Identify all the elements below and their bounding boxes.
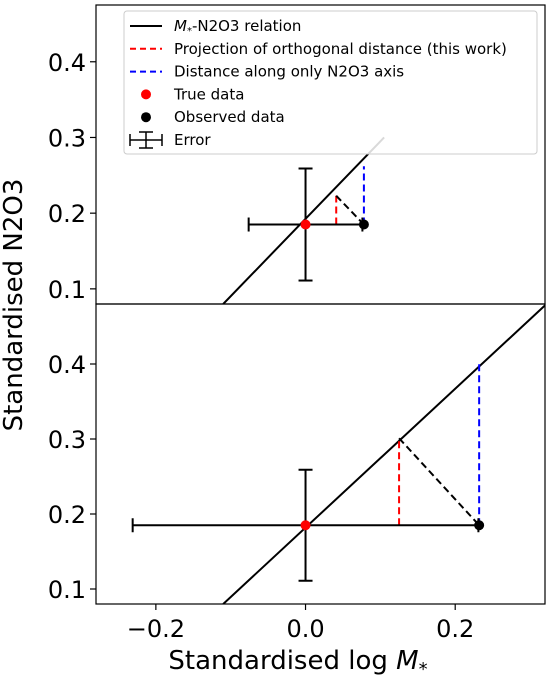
plot-area [131, 304, 545, 604]
true-data-point [300, 219, 311, 230]
orthogonal-connector-line [335, 195, 365, 226]
observed-data-point [474, 520, 485, 531]
legend-label: Projection of orthogonal distance (this … [174, 40, 507, 58]
axes-frame [95, 4, 546, 605]
x-axis-label-math: M [396, 646, 418, 676]
x-tick-label: −0.2 [127, 615, 185, 643]
y-tick-label: 0.2 [48, 501, 86, 529]
x-tick-label: 0.0 [286, 615, 324, 643]
legend-marker-icon [141, 112, 151, 123]
x-tick-label: 0.2 [436, 615, 474, 643]
legend-entry-observed: Observed data [141, 108, 285, 126]
legend-box [123, 10, 538, 155]
y-tick-label: 0.1 [48, 576, 86, 604]
legend-label-text: -N2O3 relation [192, 17, 301, 35]
top-panel: 0.1 0.2 0.3 0.4 [48, 49, 385, 304]
bottom-panel-frame [95, 303, 546, 605]
y-tick-label: 0.3 [48, 426, 86, 454]
legend: M*-N2O3 relation Projection of orthogonal… [123, 10, 538, 155]
legend-label: Distance along only N2O3 axis [174, 63, 404, 81]
legend-marker-icon [141, 89, 151, 100]
bottom-panel: 0.1 0.2 0.3 0.4 −0.2 0.0 0.2 [48, 304, 545, 643]
legend-entry-error: Error [129, 131, 211, 149]
legend-label: Observed data [174, 108, 285, 126]
legend-label-sub: * [187, 26, 192, 37]
legend-label: M*-N2O3 relation [174, 17, 301, 37]
x-axis-label-sub: * [419, 659, 428, 679]
observed-data-point [358, 219, 369, 230]
legend-label-math: M [174, 17, 187, 35]
legend-label: Error [174, 131, 211, 149]
y-axis-label: Standardised N2O3 [0, 179, 29, 432]
y-tick-label: 0.3 [48, 124, 86, 152]
x-axis-label: Standardised log M* [168, 646, 427, 679]
y-tick-label: 0.2 [48, 200, 86, 228]
legend-label: True data [173, 85, 244, 103]
legend-entry-axis: Distance along only N2O3 axis [130, 63, 404, 81]
relation-line [222, 304, 545, 604]
legend-entry-true: True data [141, 85, 244, 103]
legend-entry-relation: M*-N2O3 relation [130, 17, 301, 37]
y-tick-label: 0.1 [48, 276, 86, 304]
plot-area [222, 136, 385, 304]
true-data-point [300, 520, 311, 531]
y-tick-label: 0.4 [48, 49, 86, 77]
orthogonal-connector-line [398, 437, 480, 526]
y-tick-label: 0.4 [48, 351, 86, 379]
legend-entry-orthogonal: Projection of orthogonal distance (this … [130, 40, 507, 58]
x-axis-label-prefix: Standardised log [168, 646, 396, 676]
